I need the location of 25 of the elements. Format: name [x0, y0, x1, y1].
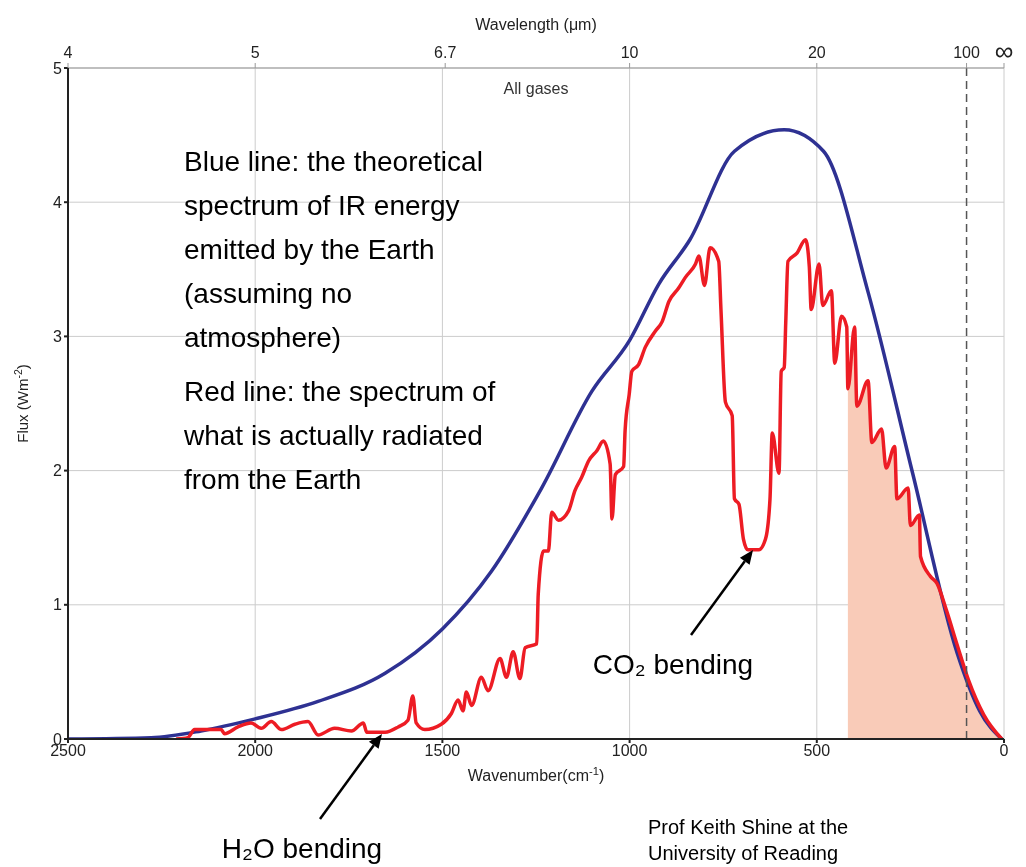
x2-axis-title: Wavelength (μm) [475, 16, 597, 33]
x-axis-title: Wavenumber(cm$^{-1}$) [467, 765, 605, 784]
line-series [174, 238, 1004, 739]
y-tick-label: 4 [53, 193, 63, 211]
text: 10 [620, 44, 639, 61]
text: ∞ [994, 36, 1014, 66]
x-tick-label: 1500 [424, 742, 461, 760]
text: H₂O bending [220, 832, 384, 866]
text: All gases [502, 80, 570, 98]
y-tick-label: 1 [53, 596, 63, 614]
y-tick-label: 3 [53, 328, 63, 346]
y-tick-label: 2 [53, 462, 63, 480]
text: 100 [953, 44, 981, 61]
text: Prof Keith Shine at the University of Reading [648, 815, 850, 866]
y-tick-label: 5 [53, 59, 63, 77]
x-tick-label: 2000 [237, 742, 274, 760]
x-tick-label: 0 [999, 742, 1009, 760]
text: 5 [250, 44, 260, 61]
x-tick-label: 500 [803, 742, 831, 760]
x-tick-label: 1000 [611, 742, 648, 760]
text: 20 [807, 44, 826, 61]
annotation: CO₂ bending [591, 648, 755, 682]
text: 6.7 [434, 44, 457, 61]
annotation: Blue line: the theoretical spectrum of IR energy emitted by the Earth (assuming no atmosphere) [184, 145, 484, 355]
annotation: Red line: the spectrum of what is actually radiated from the Earth [184, 375, 497, 497]
